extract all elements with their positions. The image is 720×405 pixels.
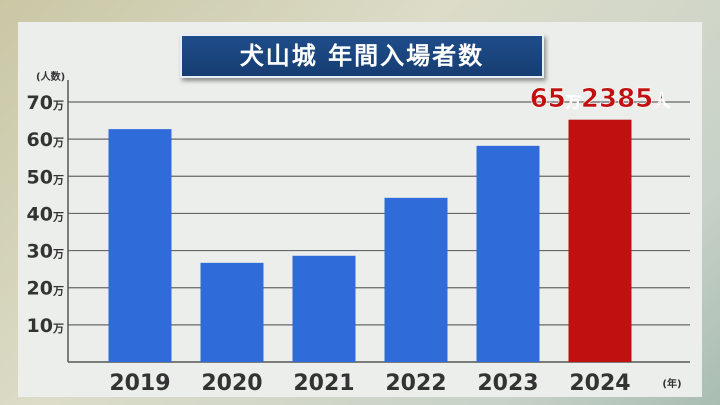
x-tick-label: 2022	[385, 371, 446, 396]
value-annotation: 65万2385人	[530, 84, 672, 114]
x-tick-label: 2021	[293, 371, 354, 396]
y-tick-label: 50万	[27, 166, 64, 188]
bar-2024	[568, 119, 632, 362]
bar-2022	[384, 197, 448, 362]
y-tick-label: 20万	[27, 278, 64, 300]
y-tick-label: 70万	[27, 92, 64, 114]
bar-2021	[292, 255, 356, 362]
y-tick-label: 10万	[27, 315, 64, 337]
y-tick-label: 30万	[27, 241, 64, 263]
x-axis-label: (年)	[662, 377, 681, 390]
bar-2023	[476, 145, 540, 362]
y-tick-label: 40万	[27, 203, 64, 225]
x-tick-label: 2020	[201, 371, 262, 396]
chart-title: 犬山城 年間入場者数	[180, 34, 544, 78]
x-tick-label: 2023	[477, 371, 538, 396]
x-tick-label: 2024	[569, 371, 630, 396]
y-tick-label: 60万	[27, 129, 64, 151]
bar-2019	[108, 129, 172, 362]
y-axis-label: (人数)	[36, 70, 65, 83]
bar-2020	[200, 262, 264, 362]
x-tick-label: 2019	[109, 371, 170, 396]
